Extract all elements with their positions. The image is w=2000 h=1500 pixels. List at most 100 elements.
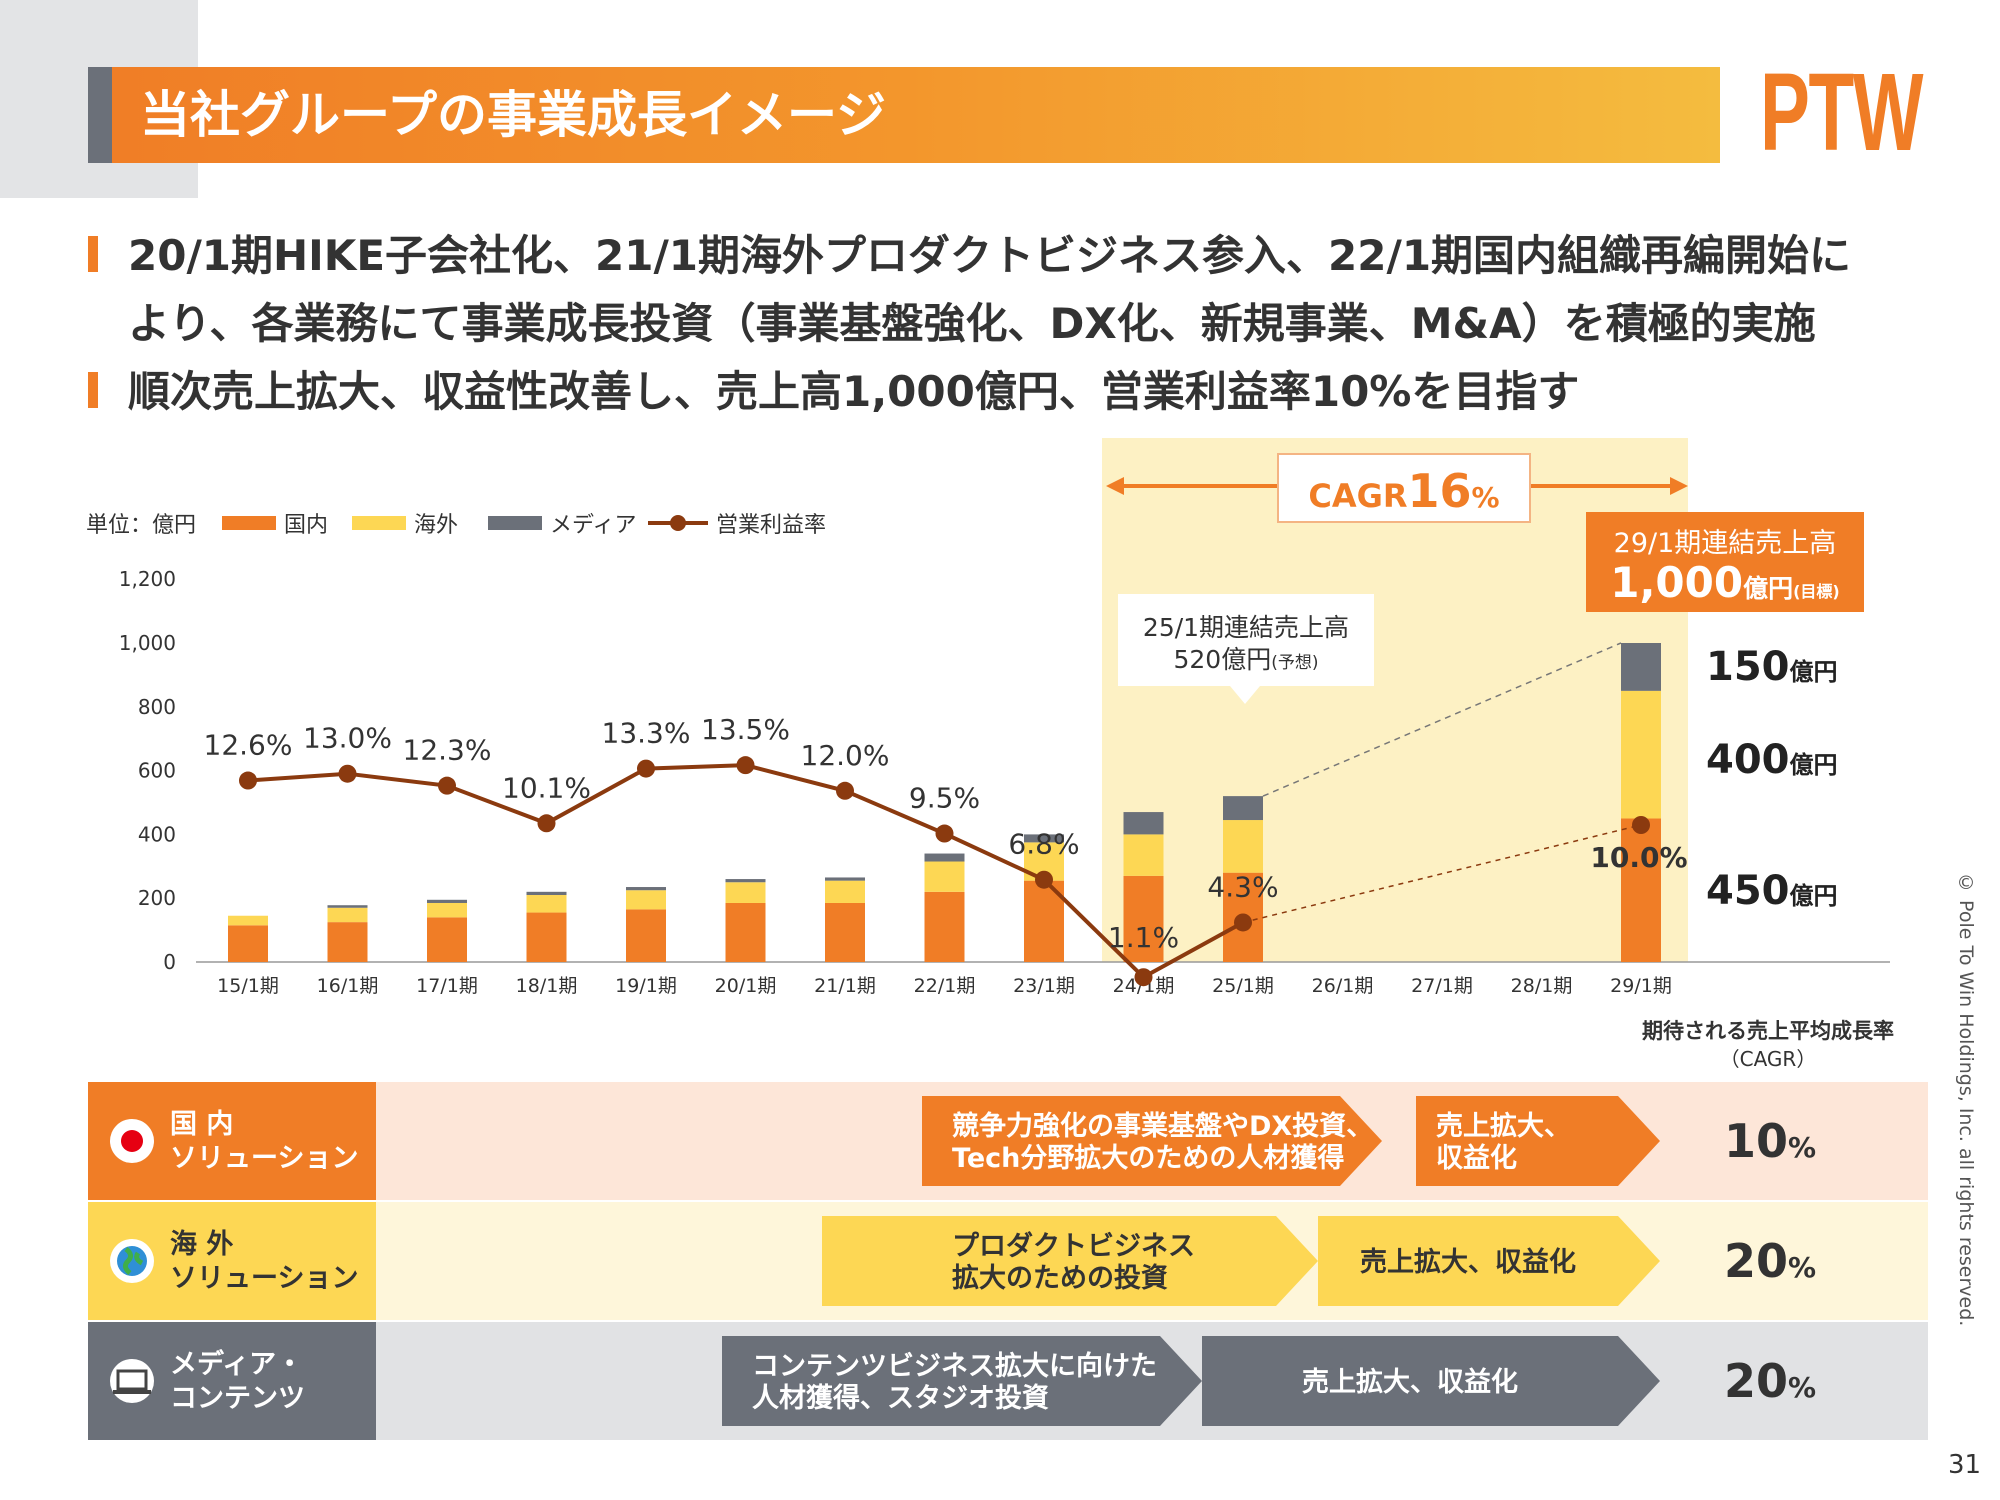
x-tick-label: 19/1期 xyxy=(615,975,677,997)
x-tick-label: 29/1期 xyxy=(1610,975,1672,997)
callout-29-box xyxy=(1586,512,1864,612)
callout-25-box xyxy=(1118,594,1374,686)
op-margin-point xyxy=(836,781,854,800)
op-margin-point xyxy=(1134,968,1153,987)
op-margin-point xyxy=(338,764,357,783)
callout-29-line2: 1,000億円(目標) xyxy=(1610,558,1840,607)
y-tick-label: 800 xyxy=(138,695,176,719)
op-margin-label: 12.6% xyxy=(204,729,293,762)
op-margin-point xyxy=(637,759,655,778)
y-tick-label: 600 xyxy=(138,759,176,783)
op-margin-point xyxy=(1234,913,1252,932)
cagr-arrowhead-right xyxy=(1670,477,1688,495)
op-margin-point xyxy=(438,776,456,795)
op-margin-label: 6.8% xyxy=(1008,828,1079,861)
revenue-projection-line xyxy=(1262,642,1622,797)
bar-segment xyxy=(924,853,965,862)
y-tick-label: 200 xyxy=(138,886,176,910)
x-tick-label: 20/1期 xyxy=(715,975,777,997)
op-margin-label: 10.1% xyxy=(502,771,591,804)
cagr-arrowhead-left xyxy=(1106,477,1124,495)
bar-segment xyxy=(725,882,766,903)
op-margin-label: 4.3% xyxy=(1207,870,1278,903)
legend-swatch xyxy=(222,516,276,530)
op-margin-label: 1.1% xyxy=(1108,921,1179,954)
y-tick-label: 0 xyxy=(163,950,176,974)
bar-segment xyxy=(526,891,567,896)
callout-25-pointer xyxy=(1230,686,1260,704)
margin-projection-line xyxy=(1242,824,1642,924)
bullet-marker xyxy=(88,372,98,408)
bar-segment xyxy=(228,915,268,926)
op-margin-point xyxy=(1035,870,1053,889)
bar-segment xyxy=(1621,818,1661,962)
roadmap-cagr-value: 20% xyxy=(1724,1354,1816,1408)
roadmap-step-text: 人材獲得、スタジオ投資 xyxy=(752,1383,1049,1414)
copyright: © Pole To Win Holdings, Inc. all rights … xyxy=(1955,872,1977,1327)
page-title: 当社グループの事業成長イメージ xyxy=(140,86,886,144)
op-margin-point xyxy=(1632,816,1650,834)
roadmap-cagr-value: 20% xyxy=(1724,1234,1816,1288)
bullet-line-1: 20/1期HIKE子会社化、21/1期海外プロダクトビジネス参入、22/1期国内… xyxy=(128,231,1852,280)
legend-label: 営業利益率 xyxy=(716,513,826,538)
segment-value-label: 450億円 xyxy=(1706,868,1838,914)
bullet-line-3: 順次売上拡大、収益性改善し、売上高1,000億円、営業利益率10%を目指す xyxy=(128,367,1580,416)
cagr-box xyxy=(1277,453,1531,523)
roadmap-step-arrow xyxy=(1202,1336,1660,1426)
bar-segment xyxy=(924,861,965,892)
segment-value-label: 150億円 xyxy=(1706,644,1838,690)
bar-segment xyxy=(1223,796,1263,821)
bar-segment xyxy=(526,912,567,962)
roadmap-step-text: コンテンツビジネス拡大に向けた xyxy=(752,1350,1157,1382)
legend-label: 海外 xyxy=(414,513,458,538)
callout-25-line2: 520億円(予想) xyxy=(1174,645,1319,674)
page-number: 31 xyxy=(1948,1450,1982,1480)
roadmap-row-name: 国 内 xyxy=(170,1109,233,1140)
bar-segment xyxy=(924,891,965,962)
title-bar-accent xyxy=(88,67,112,163)
roadmap-step-arrow xyxy=(922,1096,1382,1186)
roadmap-row-name: 海 外 xyxy=(170,1229,233,1260)
x-tick-label: 22/1期 xyxy=(914,975,976,997)
segment-value-label: 400億円 xyxy=(1706,737,1838,783)
roadmap-cagr-value: 10% xyxy=(1724,1114,1816,1168)
bar-segment xyxy=(1123,834,1164,876)
cagr-header-line2: （CAGR） xyxy=(1720,1047,1817,1071)
roadmap-row-name: ソリューション xyxy=(170,1143,358,1174)
x-tick-label: 15/1期 xyxy=(217,975,279,997)
legend-swatch xyxy=(488,516,542,530)
op-margin-label: 12.3% xyxy=(403,734,492,767)
unit-label: 単位：億円 xyxy=(86,513,196,538)
x-tick-label: 18/1期 xyxy=(516,975,578,997)
monitor-icon xyxy=(116,1369,148,1391)
x-tick-label: 26/1期 xyxy=(1312,975,1374,997)
bar-segment xyxy=(427,902,467,918)
bar-segment xyxy=(1024,834,1064,843)
bullet-line-2: より、各業務にて事業成長投資（事業基盤強化、DX化、新規事業、M&A）を積極的実… xyxy=(128,299,1816,348)
callout-29-line1: 29/1期連結売上高 xyxy=(1614,528,1837,559)
bar-segment xyxy=(825,880,865,903)
cagr-header-line1: 期待される売上平均成長率 xyxy=(1642,1019,1894,1043)
roadmap-step-text: Tech分野拡大のための人材獲得 xyxy=(952,1143,1344,1174)
roadmap-step-arrow xyxy=(722,1336,1202,1426)
roadmap-step-arrow xyxy=(1318,1216,1660,1306)
x-tick-label: 25/1期 xyxy=(1212,975,1274,997)
bar-segment xyxy=(725,879,766,883)
roadmap-step-text: 収益化 xyxy=(1436,1143,1517,1174)
bar-segment xyxy=(1223,820,1263,873)
bar-segment xyxy=(725,902,766,962)
japan-flag-icon xyxy=(121,1130,143,1152)
op-margin-label: 10.0% xyxy=(1590,841,1687,874)
roadmap-step-text: 拡大のための投資 xyxy=(952,1263,1168,1294)
op-margin-label: 13.3% xyxy=(602,717,691,750)
x-tick-label: 17/1期 xyxy=(416,975,478,997)
legend-label: 国内 xyxy=(284,513,328,538)
op-margin-label: 12.0% xyxy=(801,739,890,772)
x-tick-label: 27/1期 xyxy=(1411,975,1473,997)
bar-segment xyxy=(626,887,666,891)
bar-segment xyxy=(327,905,368,908)
bar-segment xyxy=(825,877,865,881)
bar-segment xyxy=(327,907,368,923)
callout-25-line1: 25/1期連結売上高 xyxy=(1143,613,1349,642)
x-tick-label: 21/1期 xyxy=(814,975,876,997)
